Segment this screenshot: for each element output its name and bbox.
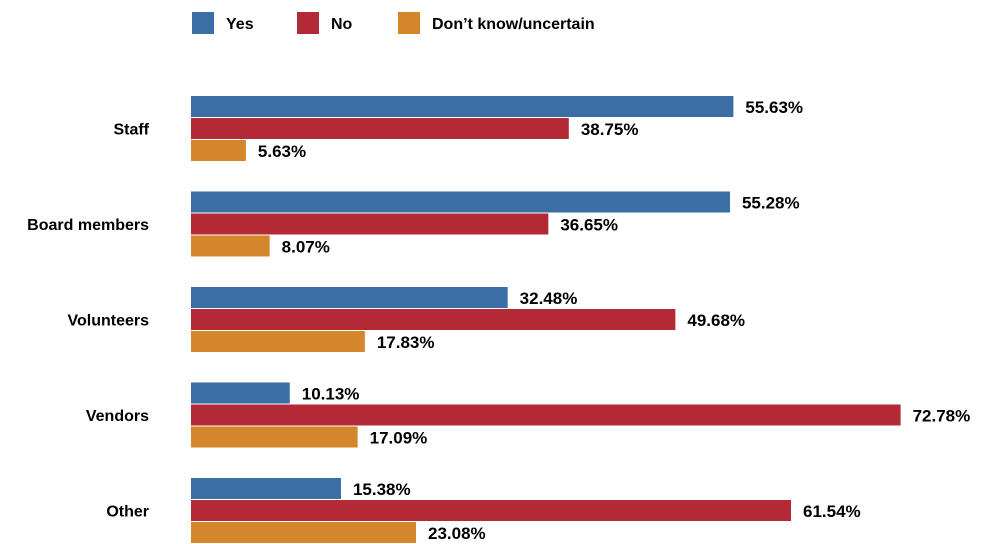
category-label-board-members: Board members [27, 217, 149, 234]
bar-volunteers-no [191, 309, 676, 330]
data-label-other-don-t-know-uncertain: 23.08% [428, 524, 486, 543]
bar-board-members-don-t-know-uncertain [191, 235, 270, 257]
bar-vendors-don-t-know-uncertain [191, 426, 358, 448]
category-label-other: Other [106, 504, 149, 521]
data-label-staff-yes: 55.63% [745, 98, 803, 117]
data-label-board-members-yes: 55.28% [742, 194, 800, 213]
bar-staff-don-t-know-uncertain [191, 140, 246, 161]
bar-vendors-yes [191, 382, 290, 404]
data-label-other-yes: 15.38% [353, 480, 411, 499]
bar-staff-no [191, 118, 569, 139]
bar-board-members-no [191, 213, 549, 235]
bar-volunteers-yes [191, 287, 508, 308]
category-labels: Staff Board members Volunteers Vendors Other [27, 122, 149, 521]
data-label-staff-no: 38.75% [581, 120, 639, 139]
data-labels: 55.63% 38.75% 5.63% 55.28% 36.65% 8.07% 32.48%… [258, 98, 970, 543]
legend: Yes No Don’t know/uncertain [192, 12, 595, 34]
legend-label-no: No [331, 16, 353, 33]
legend-swatch-yes [192, 12, 214, 34]
bar-other-don-t-know-uncertain [191, 522, 417, 543]
bar-other-no [191, 500, 792, 521]
legend-label-yes: Yes [226, 16, 254, 33]
data-label-board-members-no: 36.65% [560, 216, 618, 235]
bar-other-yes [191, 478, 341, 499]
data-label-board-members-don-t-know-uncertain: 8.07% [282, 238, 330, 257]
data-label-vendors-don-t-know-uncertain: 17.09% [370, 429, 428, 448]
data-label-volunteers-no: 49.68% [687, 311, 745, 330]
bar-board-members-yes [191, 191, 730, 213]
category-label-vendors: Vendors [86, 408, 149, 425]
bar-staff-yes [191, 96, 734, 117]
bars [191, 96, 901, 543]
data-label-other-no: 61.54% [803, 502, 861, 521]
legend-label-don-t-know-uncertain: Don’t know/uncertain [432, 16, 595, 33]
data-label-volunteers-yes: 32.48% [520, 289, 578, 308]
data-label-vendors-no: 72.78% [913, 407, 971, 426]
data-label-staff-don-t-know-uncertain: 5.63% [258, 142, 306, 161]
bar-volunteers-don-t-know-uncertain [191, 331, 365, 352]
data-label-vendors-yes: 10.13% [302, 385, 360, 404]
legend-swatch-don-t-know-uncertain [398, 12, 420, 34]
category-label-staff: Staff [113, 122, 149, 139]
category-label-volunteers: Volunteers [68, 313, 150, 330]
data-label-volunteers-don-t-know-uncertain: 17.83% [377, 333, 435, 352]
legend-swatch-no [297, 12, 319, 34]
bar-vendors-no [191, 404, 901, 426]
